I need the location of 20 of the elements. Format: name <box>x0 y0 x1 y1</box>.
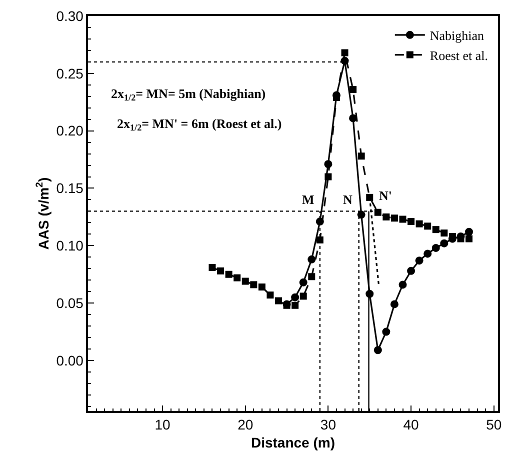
annotation: N <box>343 192 353 207</box>
x-tick-label: 30 <box>320 416 336 433</box>
y-tick-label: 0.00 <box>56 352 84 368</box>
y-tick-label: 0.25 <box>56 65 84 82</box>
x-axis-title: Distance (m) <box>250 434 336 450</box>
annotation: M <box>302 192 314 207</box>
legend-label: Roest et al. <box>430 48 488 63</box>
x-tick-label: 10 <box>154 416 171 433</box>
y-tick-label: 0.20 <box>56 122 84 139</box>
annotation: 2x$_{1/2}$= MN= 5m (Nabighian) <box>111 86 266 103</box>
y-tick-label: 0.10 <box>56 238 84 254</box>
annotation: N' <box>379 188 392 203</box>
x-tick-label: 20 <box>238 416 254 433</box>
y-tick-label: 0.15 <box>56 180 84 196</box>
annotation: 2x$_{1/2}$= MN' = 6m (Roest et al.) <box>117 116 282 133</box>
x-tick-label: 50 <box>486 416 502 433</box>
x-tick-label: 40 <box>403 416 420 433</box>
y-tick-label: 0.30 <box>56 8 84 24</box>
y-tick-label: 0.05 <box>56 294 84 311</box>
legend-label: Nabighian <box>430 28 485 43</box>
